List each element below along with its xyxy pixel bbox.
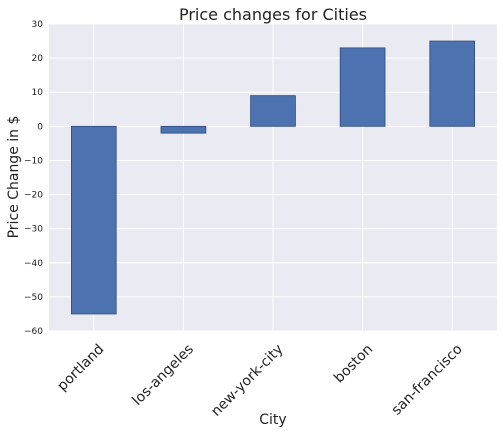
bar-los-angeles	[160, 125, 207, 134]
x-axis-label: City	[259, 412, 286, 428]
bars	[71, 40, 475, 315]
y-tick-labels: 30 20 10 0 −10 −20 −30 −40 −50 −60	[24, 20, 43, 337]
y-axis-label: Price Change in $	[6, 116, 22, 239]
x-tick-labels: portland los-angeles new-york-city boston sa…	[54, 341, 465, 419]
x-tick-label-los-angeles: los-angeles	[129, 341, 197, 409]
y-tick-label: −40	[24, 259, 43, 269]
y-tick-label: −60	[24, 327, 43, 337]
x-tick-label-san-francisco: san-francisco	[389, 341, 466, 418]
bar-new-york-city	[250, 95, 296, 127]
x-tick-label-portland: portland	[54, 341, 107, 394]
bar-portland	[71, 125, 117, 315]
y-tick-label: −10	[24, 156, 43, 166]
y-tick-label: −50	[24, 293, 43, 303]
y-tick-label: −30	[24, 225, 43, 235]
y-tick-label: 0	[37, 122, 43, 132]
x-tick-label-new-york-city: new-york-city	[208, 341, 286, 419]
chart-title: Price changes for Cities	[179, 5, 367, 24]
y-tick-label: 10	[32, 88, 44, 98]
y-tick-label: −20	[24, 191, 43, 201]
y-tick-label: 30	[32, 20, 44, 30]
y-tick-label: 20	[32, 54, 44, 64]
x-tick-label-boston: boston	[331, 341, 376, 386]
bar-san-francisco	[429, 40, 475, 127]
bar-boston	[339, 47, 386, 127]
